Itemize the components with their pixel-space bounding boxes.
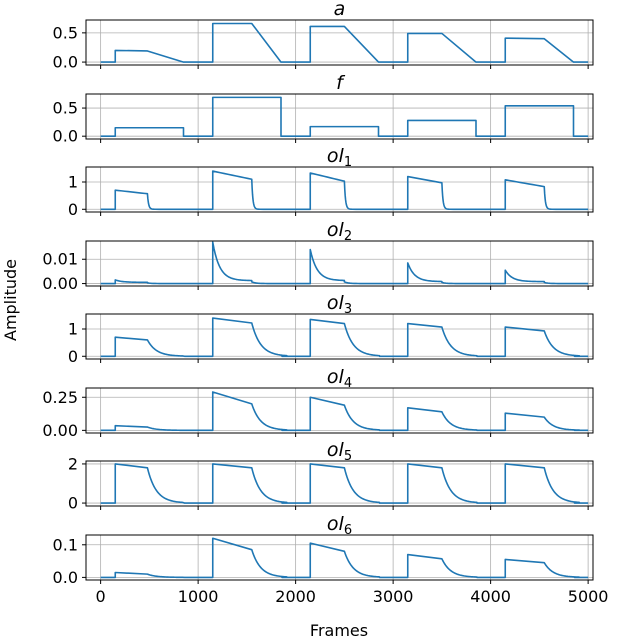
x-tick-label: 1000 — [178, 587, 219, 606]
series-line-6 — [100, 391, 589, 432]
panel-title-text: ol — [327, 366, 345, 388]
x-tick-label: 0 — [96, 587, 106, 606]
panel-title-subscript: 6 — [344, 523, 352, 538]
panel-frame — [85, 460, 594, 507]
panel-8: 0.0 0.1 ol6 — [53, 513, 594, 587]
series-line-7 — [100, 463, 589, 504]
y-tick-label: 0.00 — [42, 274, 78, 293]
panel-title-subscript: 2 — [344, 229, 352, 244]
y-tick-label: 0.0 — [53, 127, 78, 146]
panel-5: 0 1 ol3 — [68, 292, 594, 366]
panel-title: a — [334, 0, 346, 20]
series-line-1 — [100, 22, 589, 63]
x-axis-label: Frames — [310, 621, 368, 640]
panel-title: ol4 — [327, 366, 352, 391]
panels: 0.00.5a0.00.5f01ol10.000.01ol201ol30.000… — [42, 0, 608, 606]
panel-title: ol1 — [327, 145, 352, 170]
panel-title-text: ol — [327, 219, 345, 241]
panel-frame — [85, 166, 594, 213]
y-tick-label: 0.5 — [53, 23, 78, 42]
series-line-3 — [100, 170, 589, 211]
y-tick-label: 1 — [68, 320, 78, 339]
y-tick-label: 0 — [68, 347, 78, 366]
series-line-2 — [100, 96, 589, 137]
panel-title-text: a — [334, 0, 346, 20]
panel-frame — [85, 19, 594, 66]
y-tick-label: 0.1 — [53, 535, 78, 554]
series-line-5 — [100, 317, 589, 358]
panel-title-text: ol — [327, 513, 345, 535]
panel-title-text: f — [336, 72, 346, 94]
panel-title: ol2 — [327, 219, 352, 244]
y-tick-label: 0.0 — [53, 568, 78, 587]
y-tick-label: 0.25 — [42, 388, 78, 407]
series-line-4 — [100, 241, 589, 285]
panel-title-text: ol — [327, 292, 345, 314]
y-axis-label: Amplitude — [1, 259, 20, 341]
panel-title: ol5 — [327, 439, 352, 464]
panel-frame — [85, 240, 594, 287]
panel-title-text: ol — [327, 439, 345, 461]
panel-title-subscript: 4 — [344, 376, 352, 391]
panel-frame — [85, 534, 594, 581]
panel-1: 0.0 0.5 a — [53, 0, 594, 72]
panel-title: ol3 — [327, 292, 352, 317]
panel-4: 0.00 0.01 ol2 — [42, 219, 594, 293]
y-tick-label: 0 — [68, 494, 78, 513]
panel-frame — [85, 93, 594, 140]
y-tick-label: 2 — [68, 454, 78, 473]
panel-title: ol6 — [327, 513, 352, 538]
panel-frame — [85, 313, 594, 360]
series-line-8 — [100, 537, 589, 579]
y-tick-label: 0.0 — [53, 53, 78, 72]
panel-title: f — [336, 72, 346, 94]
y-tick-label: 0.5 — [53, 99, 78, 118]
panel-title-subscript: 3 — [344, 302, 352, 317]
panel-title-subscript: 1 — [344, 155, 352, 170]
y-tick-label: 0.00 — [42, 421, 78, 440]
panel-frame — [85, 387, 594, 434]
panel-2: 0.0 0.5 f — [53, 72, 594, 146]
panel-6: 0.00 0.25 ol4 — [42, 366, 594, 440]
panel-title-text: ol — [327, 145, 345, 167]
x-tick-label: 3000 — [373, 587, 414, 606]
x-tick-label: 5000 — [568, 587, 609, 606]
x-tick-label: 4000 — [470, 587, 511, 606]
y-tick-label: 0 — [68, 200, 78, 219]
panel-title-subscript: 5 — [344, 449, 352, 464]
x-tick-label: 2000 — [275, 587, 316, 606]
y-tick-label: 0.01 — [42, 250, 78, 269]
panel-7: 0 2 ol5 — [68, 439, 594, 513]
y-tick-label: 1 — [68, 173, 78, 192]
